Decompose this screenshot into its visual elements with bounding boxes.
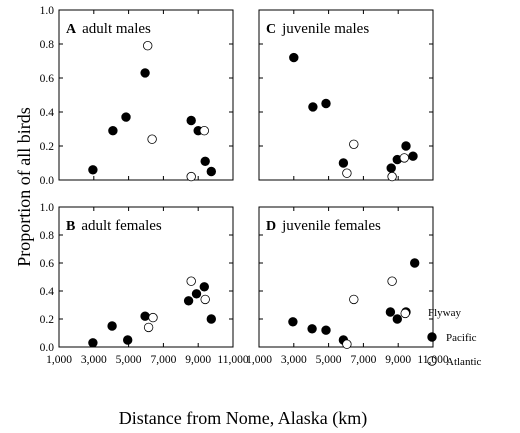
y-tick-label: 1.0 bbox=[40, 202, 55, 214]
point-pacific bbox=[321, 325, 331, 335]
point-atlantic bbox=[147, 134, 157, 144]
point-pacific bbox=[206, 314, 217, 324]
point-pacific bbox=[191, 289, 202, 299]
x-tick-label: 5,000 bbox=[116, 354, 142, 366]
plot-frame bbox=[58, 206, 234, 348]
point-atlantic bbox=[200, 294, 210, 305]
point-pacific bbox=[289, 52, 299, 63]
point-atlantic bbox=[349, 139, 359, 150]
point-pacific bbox=[206, 166, 217, 177]
panel-letter: A bbox=[66, 22, 77, 37]
point-atlantic bbox=[186, 276, 196, 286]
point-pacific bbox=[307, 324, 317, 334]
x-tick-label: 1,000 bbox=[246, 354, 272, 366]
point-atlantic bbox=[342, 168, 352, 178]
panel-letter: B bbox=[66, 219, 75, 234]
point-pacific bbox=[199, 282, 210, 292]
point-atlantic bbox=[387, 276, 397, 286]
point-pacific bbox=[186, 115, 196, 126]
x-tick-label: 3,000 bbox=[81, 354, 107, 366]
x-tick-label: 7,000 bbox=[150, 354, 176, 366]
point-pacific bbox=[408, 151, 418, 161]
point-pacific bbox=[122, 335, 133, 345]
point-pacific bbox=[88, 338, 98, 348]
point-pacific bbox=[140, 68, 150, 78]
plot-frame bbox=[58, 9, 234, 181]
x-tick-label: 1,000 bbox=[46, 354, 72, 366]
point-pacific bbox=[392, 314, 403, 324]
y-tick-label: 0.4 bbox=[40, 286, 55, 298]
point-pacific bbox=[140, 311, 150, 321]
x-tick-label: 7,000 bbox=[350, 354, 376, 366]
x-tick-label: 3,000 bbox=[281, 354, 307, 366]
legend-marker-pacific bbox=[427, 332, 437, 342]
y-tick-label: 0.0 bbox=[40, 175, 55, 187]
point-atlantic bbox=[399, 153, 410, 163]
panel-label: juvenile females bbox=[281, 218, 381, 234]
point-atlantic bbox=[349, 294, 359, 305]
point-pacific bbox=[385, 307, 396, 317]
x-tick-label: 9,000 bbox=[185, 354, 211, 366]
y-tick-label: 1.0 bbox=[40, 5, 55, 17]
point-pacific bbox=[107, 321, 117, 331]
x-tick-label: 11,000 bbox=[417, 354, 448, 366]
point-pacific bbox=[401, 141, 411, 151]
point-atlantic bbox=[142, 41, 153, 51]
panel-label: adult males bbox=[82, 21, 151, 37]
point-atlantic bbox=[143, 322, 154, 333]
point-atlantic bbox=[199, 125, 210, 136]
panel-b: 0.0 0.2 0.4 0.6 0.8 1.0 1,000 3,000 5,000 7,000 9,… bbox=[40, 202, 249, 366]
y-tick-label: 0.8 bbox=[40, 39, 55, 51]
point-atlantic bbox=[148, 312, 158, 323]
plot-frame bbox=[258, 9, 434, 181]
legend-label-atlantic: Atlantic bbox=[446, 356, 482, 368]
point-pacific bbox=[88, 165, 98, 175]
legend-title: Flyway bbox=[428, 307, 462, 319]
point-atlantic bbox=[186, 171, 196, 182]
y-tick-label: 0.2 bbox=[40, 141, 55, 153]
point-pacific bbox=[288, 317, 298, 327]
point-pacific bbox=[183, 296, 194, 306]
y-tick-label: 0.6 bbox=[40, 73, 55, 85]
panel-label: adult females bbox=[81, 218, 162, 234]
x-tick-label: 9,000 bbox=[385, 354, 411, 366]
point-pacific bbox=[338, 158, 349, 168]
point-atlantic bbox=[342, 339, 352, 349]
point-pacific bbox=[386, 163, 396, 173]
point-pacific bbox=[108, 125, 118, 136]
panel-d: 1,000 3,000 5,000 7,000 9,000 11,000 D juvenile… bbox=[246, 206, 449, 366]
point-pacific bbox=[321, 98, 331, 109]
y-tick-label: 0.6 bbox=[40, 258, 55, 270]
panel-a: 0.0 0.2 0.4 0.6 0.8 1.0 A adult males bbox=[40, 5, 234, 187]
legend-label-pacific: Pacific bbox=[446, 332, 477, 344]
point-atlantic bbox=[387, 171, 397, 182]
legend: Flyway Pacific Atlantic bbox=[427, 307, 482, 368]
panel-letter: C bbox=[266, 22, 276, 37]
x-tick-label: 5,000 bbox=[316, 354, 342, 366]
legend-marker-atlantic bbox=[427, 356, 437, 366]
x-tick-label: 11,000 bbox=[217, 354, 248, 366]
point-pacific bbox=[200, 156, 210, 167]
y-tick-label: 0.8 bbox=[40, 230, 55, 242]
point-pacific bbox=[308, 102, 318, 112]
x-axis-label: Distance from Nome, Alaska (km) bbox=[119, 408, 367, 429]
y-tick-label: 0.2 bbox=[40, 314, 55, 326]
point-pacific bbox=[121, 112, 131, 122]
panel-label: juvenile males bbox=[281, 21, 369, 37]
point-atlantic bbox=[400, 308, 410, 319]
point-pacific bbox=[410, 258, 420, 268]
y-axis-label: Proportion of all birds bbox=[14, 107, 34, 267]
y-tick-label: 0.4 bbox=[40, 107, 55, 119]
y-tick-label: 0.0 bbox=[40, 342, 55, 354]
panel-letter: D bbox=[266, 219, 276, 234]
